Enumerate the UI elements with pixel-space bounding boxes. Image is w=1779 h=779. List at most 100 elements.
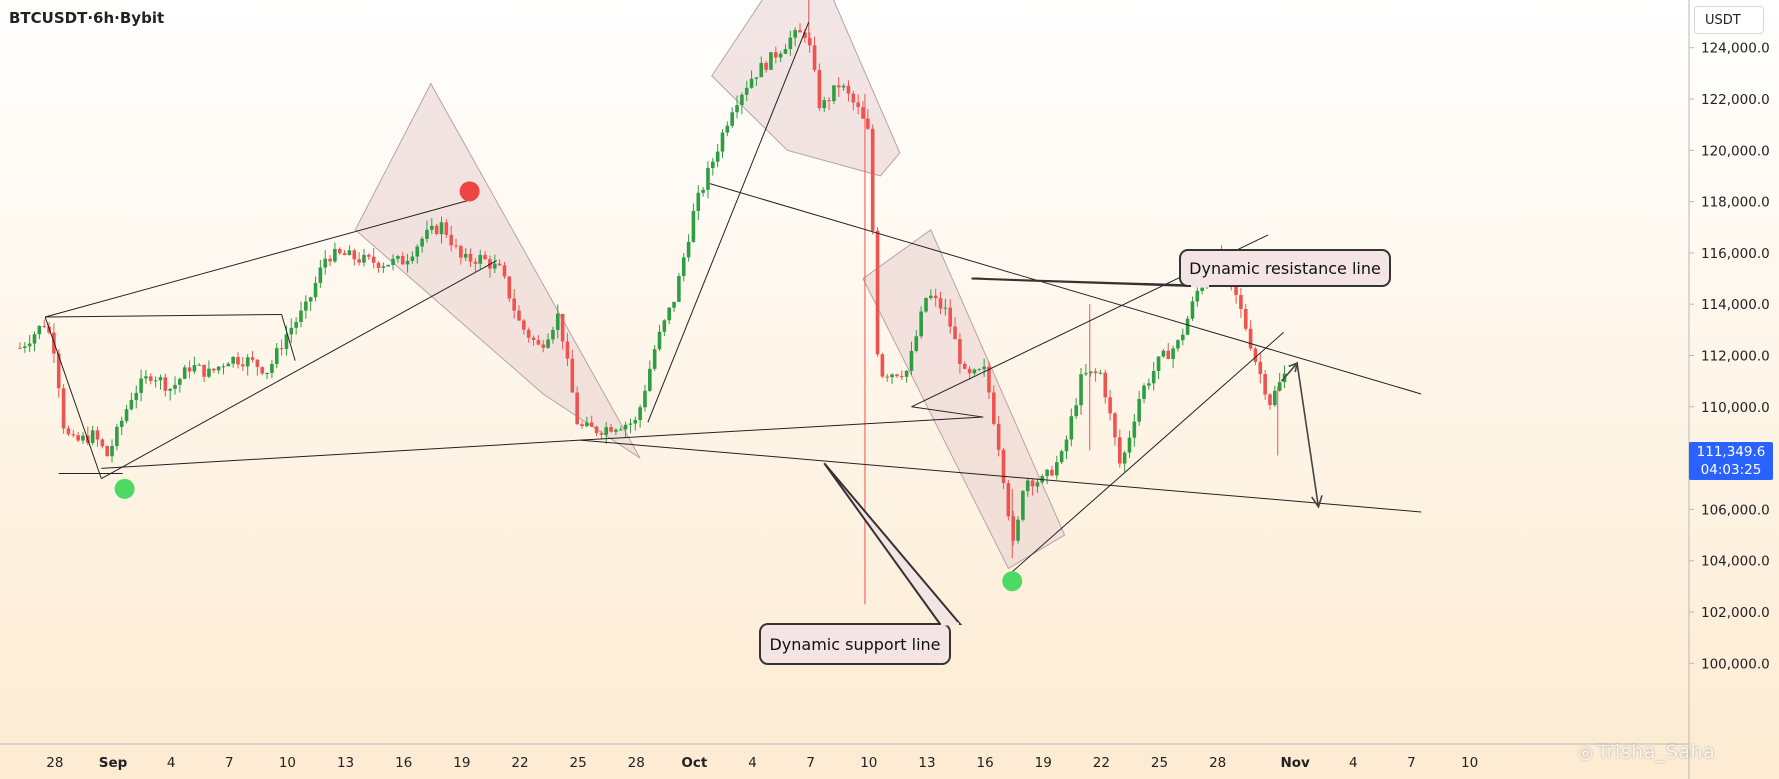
candle[interactable] bbox=[425, 220, 429, 243]
candle[interactable] bbox=[643, 384, 647, 412]
candle[interactable] bbox=[677, 272, 681, 303]
candle[interactable] bbox=[76, 431, 80, 443]
candle[interactable] bbox=[536, 335, 541, 346]
candle[interactable] bbox=[992, 385, 996, 426]
candle[interactable] bbox=[1117, 429, 1122, 468]
candle[interactable] bbox=[105, 445, 109, 457]
candle[interactable] bbox=[342, 250, 347, 256]
candle[interactable] bbox=[972, 368, 977, 376]
candle[interactable] bbox=[139, 369, 143, 402]
candle[interactable] bbox=[633, 416, 638, 431]
candle[interactable] bbox=[580, 420, 584, 430]
left-channel-left[interactable] bbox=[44, 316, 102, 479]
candle[interactable] bbox=[148, 373, 153, 385]
candle[interactable] bbox=[1055, 455, 1059, 480]
candle[interactable] bbox=[570, 349, 575, 393]
candle[interactable] bbox=[1069, 408, 1074, 447]
candle[interactable] bbox=[1006, 480, 1011, 521]
candle[interactable] bbox=[430, 217, 434, 234]
candle[interactable] bbox=[367, 253, 371, 261]
candle[interactable] bbox=[861, 101, 865, 119]
candle[interactable] bbox=[1064, 435, 1069, 460]
candle[interactable] bbox=[696, 185, 701, 221]
candle[interactable] bbox=[798, 23, 802, 33]
candle[interactable] bbox=[134, 385, 139, 409]
candle[interactable] bbox=[783, 44, 788, 55]
candle[interactable] bbox=[1050, 465, 1054, 477]
candle[interactable] bbox=[541, 339, 546, 353]
candle[interactable] bbox=[749, 70, 754, 89]
candle[interactable] bbox=[512, 288, 516, 319]
candle[interactable] bbox=[318, 259, 323, 288]
candle[interactable] bbox=[216, 366, 221, 374]
candle[interactable] bbox=[652, 345, 657, 372]
trough-marker[interactable] bbox=[1002, 571, 1023, 592]
candle[interactable] bbox=[304, 295, 308, 319]
candle[interactable] bbox=[308, 296, 313, 311]
candle[interactable] bbox=[376, 261, 381, 273]
candle[interactable] bbox=[207, 360, 211, 379]
candle[interactable] bbox=[153, 376, 158, 388]
candle[interactable] bbox=[1176, 339, 1180, 352]
candle[interactable] bbox=[18, 342, 22, 350]
candle[interactable] bbox=[958, 332, 962, 374]
candle[interactable] bbox=[1161, 348, 1166, 358]
candle[interactable] bbox=[90, 425, 95, 446]
candle[interactable] bbox=[604, 421, 609, 444]
candle[interactable] bbox=[885, 373, 890, 382]
candle[interactable] bbox=[289, 318, 294, 343]
candle[interactable] bbox=[691, 203, 696, 243]
candle[interactable] bbox=[221, 363, 226, 375]
candle[interactable] bbox=[115, 423, 119, 451]
candle[interactable] bbox=[594, 425, 599, 437]
candle[interactable] bbox=[100, 438, 105, 449]
candle[interactable] bbox=[599, 430, 604, 440]
candle[interactable] bbox=[173, 376, 177, 395]
upper-wedge-line[interactable] bbox=[45, 198, 474, 318]
candle[interactable] bbox=[754, 77, 759, 86]
candle[interactable] bbox=[1025, 477, 1030, 497]
candle[interactable] bbox=[468, 248, 473, 268]
candle[interactable] bbox=[720, 129, 725, 158]
candle[interactable] bbox=[492, 254, 497, 273]
candle[interactable] bbox=[822, 96, 827, 112]
candle[interactable] bbox=[405, 253, 410, 273]
candle[interactable] bbox=[609, 423, 613, 433]
candle[interactable] bbox=[352, 248, 357, 266]
inner-wedge-bottom[interactable] bbox=[911, 406, 984, 418]
candle[interactable] bbox=[987, 361, 991, 400]
candle[interactable] bbox=[827, 97, 831, 111]
candle[interactable] bbox=[478, 249, 483, 269]
candle[interactable] bbox=[1277, 372, 1282, 392]
candle[interactable] bbox=[618, 426, 623, 431]
candle[interactable] bbox=[1122, 450, 1127, 472]
candle[interactable] bbox=[929, 289, 933, 300]
candle[interactable] bbox=[1103, 369, 1108, 404]
candle[interactable] bbox=[66, 425, 71, 436]
candle[interactable] bbox=[313, 276, 318, 302]
candle[interactable] bbox=[638, 404, 642, 428]
candle[interactable] bbox=[420, 236, 424, 253]
candle[interactable] bbox=[1098, 369, 1103, 375]
candle[interactable] bbox=[459, 244, 463, 265]
lower-wedge-line[interactable] bbox=[101, 260, 497, 480]
candle[interactable] bbox=[396, 255, 400, 263]
candle[interactable] bbox=[274, 343, 279, 369]
candle[interactable] bbox=[899, 370, 904, 381]
candle[interactable] bbox=[1127, 430, 1132, 458]
candle[interactable] bbox=[124, 404, 129, 424]
candle[interactable] bbox=[953, 317, 957, 340]
candle[interactable] bbox=[497, 259, 502, 267]
candle[interactable] bbox=[870, 124, 875, 235]
candle[interactable] bbox=[551, 326, 555, 344]
candle[interactable] bbox=[182, 364, 187, 380]
candle[interactable] bbox=[711, 157, 715, 176]
candle[interactable] bbox=[1239, 288, 1243, 318]
candle[interactable] bbox=[1142, 383, 1146, 404]
candle[interactable] bbox=[522, 318, 526, 335]
support-rising-line[interactable] bbox=[101, 439, 581, 469]
projection-path[interactable] bbox=[1280, 361, 1320, 507]
candle[interactable] bbox=[294, 317, 298, 335]
candle[interactable] bbox=[1151, 361, 1156, 391]
candle[interactable] bbox=[463, 247, 468, 261]
